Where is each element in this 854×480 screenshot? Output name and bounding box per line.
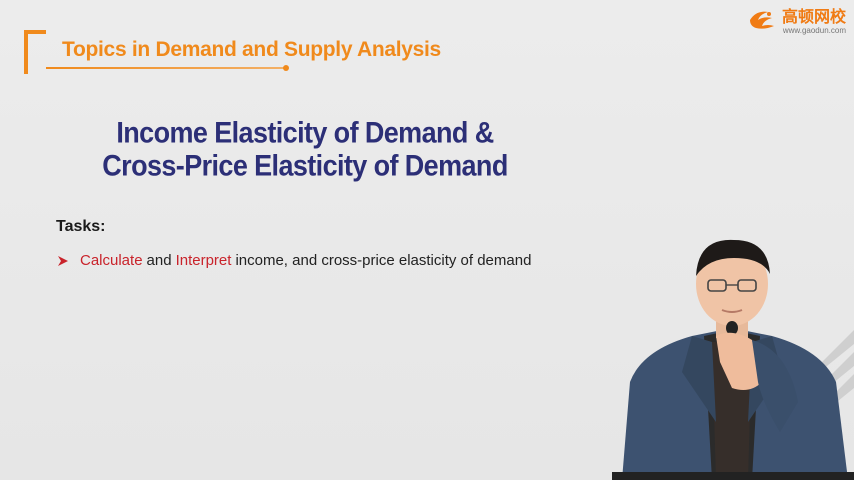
task-keyword-interpret: Interpret	[175, 252, 232, 269]
slide-title-line1: Income Elasticity of Demand &	[116, 116, 494, 150]
arrow-bullet-icon	[56, 254, 70, 268]
brand-logo: 高顿网校 www.gaodun.com	[746, 4, 846, 40]
tasks-label: Tasks:	[56, 218, 106, 235]
logo-name: 高顿网校	[781, 7, 846, 26]
slide-title-line2: Cross-Price Elasticity of Demand	[102, 149, 508, 183]
gaodun-logo-icon	[746, 6, 778, 38]
task-item: Calculate and Interpret income, and cros…	[56, 252, 531, 269]
task-connector: and	[146, 252, 172, 269]
header-underline-dot	[283, 65, 289, 71]
section-title: Topics in Demand and Supply Analysis	[62, 38, 441, 61]
task-keyword-calculate: Calculate	[80, 252, 143, 269]
header-underline	[46, 67, 286, 69]
task-description: income, and cross-price elasticity of de…	[235, 252, 532, 269]
header-bracket	[24, 30, 46, 74]
presenter-video	[612, 239, 854, 480]
logo-url: www.gaodun.com	[782, 26, 846, 35]
